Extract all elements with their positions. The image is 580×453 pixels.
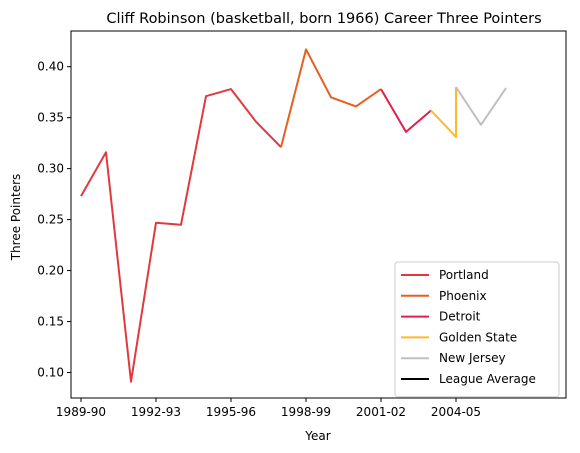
x-tick-label: 1995-96 xyxy=(206,405,256,419)
x-tick-label: 2004-05 xyxy=(431,405,481,419)
y-tick-label: 0.10 xyxy=(37,366,64,380)
x-axis: 1989-90 1992-93 1995-96 1998-99 2001-02 2004-… xyxy=(56,398,481,419)
y-tick-label: 0.25 xyxy=(37,213,64,227)
y-axis-label: Three Pointers xyxy=(9,174,23,262)
y-tick-label: 0.40 xyxy=(37,60,64,74)
series-line-golden-state xyxy=(430,87,457,138)
legend-label: Golden State xyxy=(439,330,517,344)
x-tick-label: 1998-99 xyxy=(281,405,331,419)
legend-label: Portland xyxy=(439,268,489,282)
series-line-portland xyxy=(80,88,282,383)
plot-frame xyxy=(70,30,567,399)
series-line-detroit xyxy=(380,88,432,133)
legend-label: New Jersey xyxy=(439,351,506,365)
legend-label: Detroit xyxy=(439,310,481,324)
y-axis: 0.10 0.15 0.20 0.25 0.30 0.35 0.40 xyxy=(37,60,71,380)
series-lines xyxy=(80,48,507,383)
x-axis-label: Year xyxy=(304,429,330,443)
series-line-new-jersey xyxy=(455,86,507,126)
x-tick-label: 2001-02 xyxy=(356,405,406,419)
legend-label: League Average xyxy=(439,372,536,386)
chart-title: Cliff Robinson (basketball, born 1966) C… xyxy=(106,11,541,27)
y-tick-label: 0.30 xyxy=(37,162,64,176)
x-tick-label: 1992-93 xyxy=(131,405,181,419)
legend-box xyxy=(394,261,560,398)
x-tick-label: 1989-90 xyxy=(56,405,106,419)
y-tick-label: 0.35 xyxy=(37,111,64,125)
y-tick-label: 0.20 xyxy=(37,264,64,278)
legend-label: Phoenix xyxy=(439,289,487,303)
series-line-phoenix xyxy=(280,48,382,148)
legend: Portland Phoenix Detroit Golden State New Je… xyxy=(394,261,560,398)
y-tick-label: 0.15 xyxy=(37,315,64,329)
